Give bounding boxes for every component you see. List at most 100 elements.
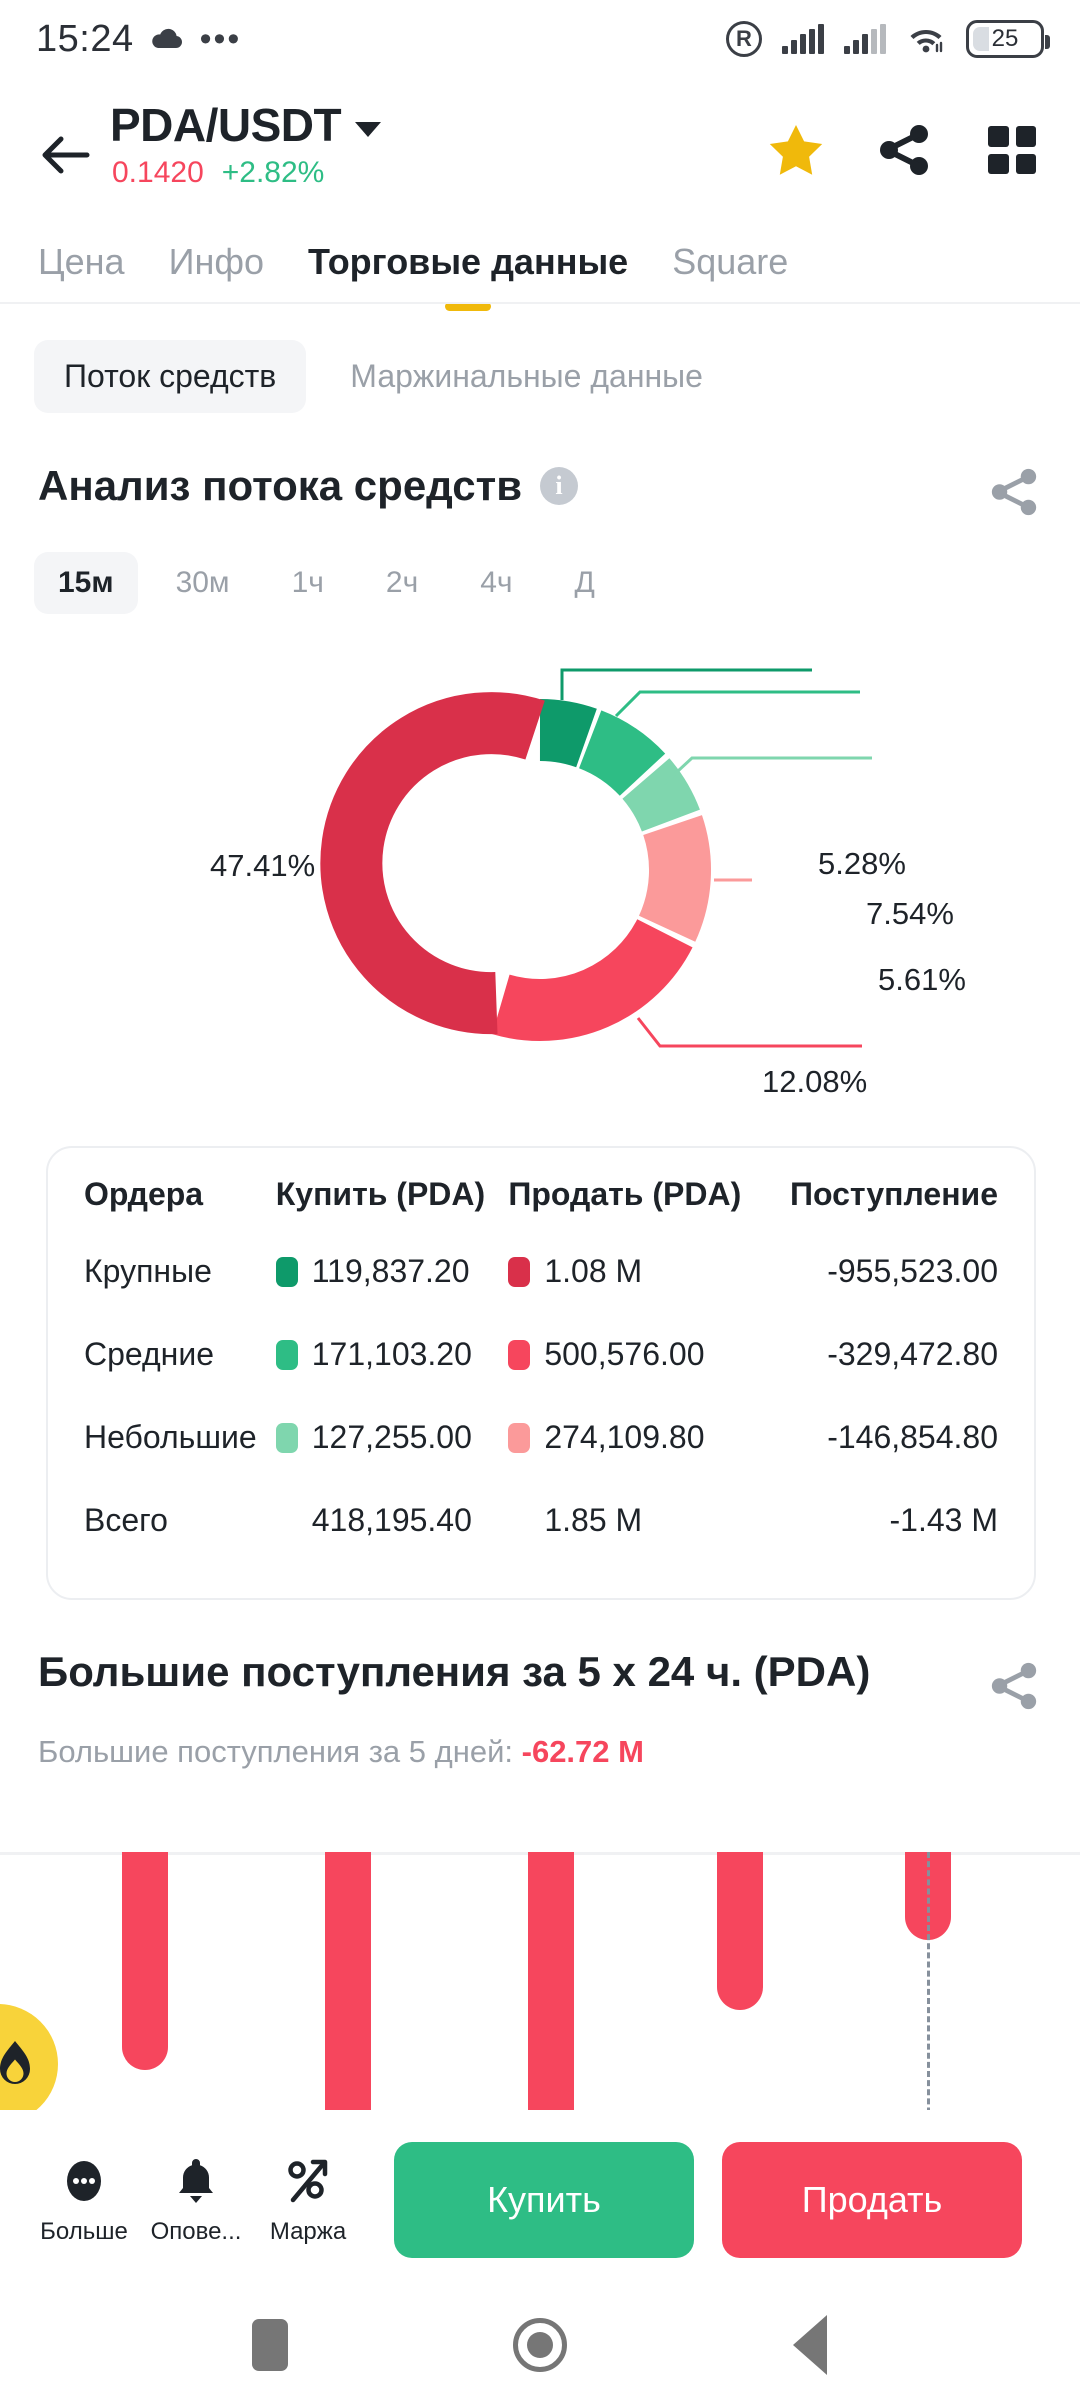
bar-1 xyxy=(122,1852,168,2070)
donut-segment-large-sell xyxy=(320,692,545,1035)
cell-netflow: -1.43 M xyxy=(889,1502,998,1538)
orders-table: Ордера Купить (PDA) Продать (PDA) Поступ… xyxy=(84,1176,998,1557)
fund-flow-share-button[interactable] xyxy=(988,466,1040,518)
table-row: Крупные 119,837.20 1.08 M -955,523.00 xyxy=(84,1253,998,1336)
inflow-share-button[interactable] xyxy=(988,1660,1040,1712)
margin-label: Маржа xyxy=(269,2218,347,2245)
share-icon xyxy=(991,468,1037,516)
status-bar: 15:24 ••• R 25 xyxy=(0,0,1080,78)
period-1h[interactable]: 1ч xyxy=(291,566,324,599)
tabs-divider xyxy=(0,302,1080,304)
tab-square[interactable]: Square xyxy=(672,241,789,282)
period-15m[interactable]: 15м xyxy=(34,552,138,614)
bell-icon xyxy=(174,2154,218,2208)
share-icon xyxy=(880,125,928,175)
flame-icon xyxy=(0,2041,30,2084)
inflow-title: Большие поступления за 5 x 24 ч. (PDA) xyxy=(38,1648,871,1695)
last-price: 0.1420 xyxy=(112,156,204,189)
share-icon xyxy=(991,1662,1037,1710)
leader-line-3 xyxy=(662,756,872,786)
share-button[interactable] xyxy=(874,120,934,180)
circle-home-icon xyxy=(513,2318,567,2372)
row-label: Средние xyxy=(84,1336,215,1372)
cell-netflow: -329,472.80 xyxy=(827,1336,998,1372)
back-arrow-icon xyxy=(42,136,90,174)
buy-button[interactable]: Купить xyxy=(394,2142,694,2258)
inflow-subtitle: Большие поступления за 5 дней: -62.72 M xyxy=(38,1734,644,1770)
tab-info[interactable]: Инфо xyxy=(168,241,264,282)
alerts-label: Опове... xyxy=(150,2218,242,2245)
margin-button[interactable]: Маржа xyxy=(252,2154,364,2246)
grid-menu-icon xyxy=(988,126,1036,174)
price-change: +2.82% xyxy=(221,156,325,189)
fund-flow-title: Анализ потока средств xyxy=(38,462,523,509)
wifi-icon xyxy=(910,30,943,53)
donut-segment-medium-sell xyxy=(492,918,693,1041)
th-orders: Ордера xyxy=(84,1176,204,1212)
battery-indicator: 25 xyxy=(966,20,1050,58)
alerts-button[interactable]: Опове... xyxy=(140,2154,252,2246)
donut-segment-small-buy xyxy=(621,758,700,833)
back-button[interactable] xyxy=(30,120,100,190)
sell-button[interactable]: Продать xyxy=(722,2142,1022,2258)
leader-line-2 xyxy=(614,690,860,718)
main-tabs: Цена Инфо Торговые данные Square xyxy=(0,222,1080,302)
bar-2 xyxy=(325,1852,371,2150)
subtab-margin-data[interactable]: Маржинальные данные xyxy=(350,357,703,394)
more-button[interactable]: Больше xyxy=(28,2154,140,2246)
status-bar-right: R 25 xyxy=(726,20,1050,58)
bar-3 xyxy=(528,1852,574,2150)
bar-4 xyxy=(717,1852,763,2010)
ellipsis-icon: ••• xyxy=(199,19,242,58)
favorite-button[interactable] xyxy=(766,120,826,180)
pair-title-block: PDA/USDT 0.1420 +2.82% xyxy=(110,98,382,190)
pair-selector[interactable]: PDA/USDT xyxy=(110,98,382,152)
leader-line-5 xyxy=(636,1017,862,1048)
donut-label-1: 5.28% xyxy=(818,846,906,881)
table-row: Всего 418,195.40 1.85 M -1.43 M xyxy=(84,1502,998,1557)
cell-sell: 1.85 M xyxy=(544,1502,643,1538)
donut-segment-large-buy xyxy=(538,699,597,768)
table-header-row: Ордера Купить (PDA) Продать (PDA) Поступ… xyxy=(84,1176,998,1253)
grid-menu-button[interactable] xyxy=(982,120,1042,180)
donut-label-3: 5.61% xyxy=(878,962,966,997)
legend-dot-medium-sell xyxy=(508,1339,531,1370)
tab-price[interactable]: Цена xyxy=(38,241,125,282)
period-30m[interactable]: 30м xyxy=(175,566,230,599)
cell-buy: 171,103.20 xyxy=(311,1336,472,1372)
period-1d[interactable]: Д xyxy=(574,566,595,599)
table-row: Небольшие 127,255.00 274,109.80 -146,854… xyxy=(84,1419,998,1502)
legend-dot-large-sell xyxy=(508,1256,531,1287)
legend-dot-small-sell xyxy=(508,1422,531,1453)
tab-trading-data[interactable]: Торговые данные xyxy=(307,241,629,282)
row-label: Небольшие xyxy=(84,1419,257,1455)
cell-buy: 418,195.40 xyxy=(311,1502,472,1538)
fund-flow-donut-chart: 5.28% 7.54% 5.61% 12.08% 22.07% 47.41% xyxy=(0,640,1080,1315)
legend-dot-small-buy xyxy=(275,1422,298,1453)
inflow-subtitle-prefix: Большие поступления за 5 дней: xyxy=(38,1734,522,1769)
back-nav-button[interactable] xyxy=(775,2310,845,2380)
donut-segment-medium-buy xyxy=(578,710,666,797)
cell-netflow: -955,523.00 xyxy=(827,1253,998,1289)
donut-label-2: 7.54% xyxy=(866,896,954,931)
page-title: PDA/USDT xyxy=(110,99,342,151)
period-4h[interactable]: 4ч xyxy=(480,566,513,599)
cloud-icon xyxy=(151,28,182,48)
subtab-fund-flow[interactable]: Поток средств xyxy=(34,339,307,413)
bottom-action-bar: Больше Опове... Маржа Купить Продать xyxy=(0,2110,1080,2290)
info-icon[interactable]: i xyxy=(540,467,579,505)
today-marker-line xyxy=(927,1852,930,2150)
period-2h[interactable]: 2ч xyxy=(385,566,419,599)
period-selector: 15м 30м 1ч 2ч 4ч Д xyxy=(34,552,619,614)
android-nav-bar xyxy=(0,2290,1080,2400)
cell-sell: 500,576.00 xyxy=(544,1336,705,1372)
recents-button[interactable] xyxy=(235,2310,305,2380)
home-button[interactable] xyxy=(505,2310,575,2380)
th-buy: Купить (PDA) xyxy=(275,1176,486,1212)
signal-bars-icon xyxy=(844,24,886,54)
app-header: PDA/USDT 0.1420 +2.82% xyxy=(0,80,1080,208)
status-bar-left: 15:24 ••• xyxy=(36,18,241,61)
signal-bars-icon xyxy=(782,24,824,54)
fund-flow-header: Анализ потока средств i xyxy=(38,462,579,510)
price-block: 0.1420 +2.82% xyxy=(110,156,381,190)
